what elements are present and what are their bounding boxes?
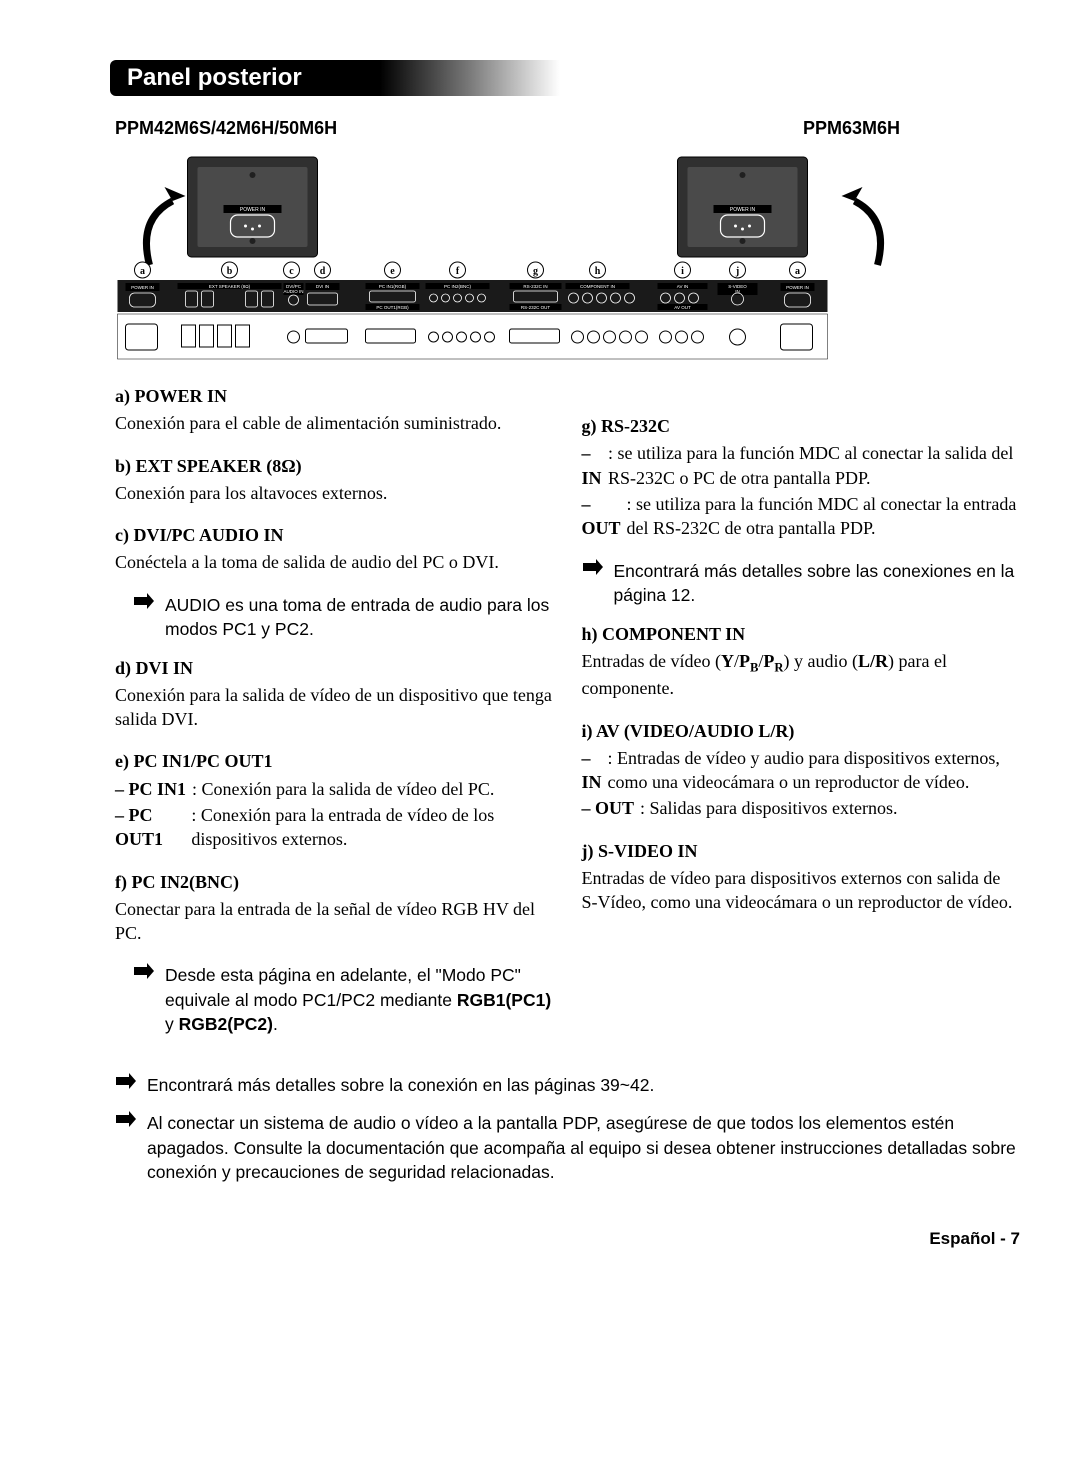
h-lr: L/R [858,651,888,671]
arrow-icon [115,1111,137,1129]
g-in-label: – IN [582,441,603,490]
svg-text:POWER IN: POWER IN [131,285,154,290]
page-number: Español - 7 [115,1227,1020,1251]
model-labels-row: PPM42M6S/42M6H/50M6H PPM63M6H [115,116,1020,141]
item-j-head: j) S-VIDEO IN [582,839,1021,864]
e-out1-text: : Conexión para la entrada de vídeo de l… [191,803,553,852]
item-a-body: Conexión para el cable de alimentación s… [115,411,554,435]
svg-text:POWER IN: POWER IN [730,207,756,213]
model-right-label: PPM63M6H [803,116,1020,141]
h-prs: R [774,660,783,674]
e-in1-text: : Conexión para la salida de vídeo del P… [192,777,494,801]
model-left-label: PPM42M6S/42M6H/50M6H [115,116,337,141]
g-out-text: : se utiliza para la función MDC al cone… [627,492,1020,541]
svg-text:PC IN2(BNC): PC IN2(BNC) [444,284,472,289]
e-out1-label: – PC OUT1 [115,803,185,852]
item-f-body: Conectar para la entrada de la señal de … [115,897,554,946]
note-c: AUDIO es una toma de entrada de audio pa… [133,593,554,642]
svg-text:i: i [681,266,684,277]
i-in-text: : Entradas de vídeo y audio para disposi… [608,746,1020,795]
item-i-body: – IN : Entradas de vídeo y audio para di… [582,746,1021,821]
svg-text:POWER IN: POWER IN [786,285,809,290]
svg-text:g: g [533,266,538,277]
item-h-body: Entradas de vídeo (Y/PB/PR) y audio (L/R… [582,649,1021,701]
svg-text:RS-232C OUT: RS-232C OUT [521,305,551,310]
footer-note-1-text: Encontrará más detalles sobre la conexió… [147,1073,654,1098]
item-b-head: b) EXT SPEAKER (8Ω) [115,454,554,479]
h-mid: ) y audio ( [784,651,858,671]
footer-note-2-text: Al conectar un sistema de audio o vídeo … [147,1111,1020,1185]
f-note-post: . [273,1014,278,1034]
arrow-icon [133,593,155,611]
svg-text:PC IN1(RGB): PC IN1(RGB) [379,284,407,289]
left-column: a) POWER IN Conexión para el cable de al… [115,384,554,1051]
footer-notes: Encontrará más detalles sobre la conexió… [115,1073,1020,1185]
note-c-text: AUDIO es una toma de entrada de audio pa… [165,593,554,642]
svg-text:h: h [595,266,601,277]
svg-text:RS-232C IN: RS-232C IN [523,284,547,289]
h-pre: Entradas de vídeo ( [582,651,721,671]
item-b-body: Conexión para los altavoces externos. [115,481,554,505]
svg-text:AV OUT: AV OUT [674,305,691,310]
svg-text:PC OUT1(RGB): PC OUT1(RGB) [376,305,409,310]
svg-text:e: e [390,266,395,277]
item-g-body: – IN : se utiliza para la función MDC al… [582,441,1021,540]
i-out-text: : Salidas para dispositivos externos. [640,796,897,820]
right-column: g) RS-232C – IN : se utiliza para la fun… [582,384,1021,1051]
content-columns: a) POWER IN Conexión para el cable de al… [115,384,1020,1051]
i-in-label: – IN [582,746,602,795]
item-j-body: Entradas de vídeo para dispositivos exte… [582,866,1021,915]
i-out-label: – OUT [582,796,635,820]
svg-text:d: d [320,266,326,277]
h-pr: P [763,651,774,671]
e-in1-label: – PC IN1 [115,777,186,801]
arrow-icon [115,1073,137,1091]
svg-text:a: a [795,266,800,277]
rear-panel-diagram: POWER IN POWER IN [115,149,1020,364]
item-f-head: f) PC IN2(BNC) [115,870,554,895]
note-g-text: Encontrará más detalles sobre las conexi… [614,559,1021,608]
f-note-b1: RGB1(PC1) [457,990,551,1010]
item-e-body: – PC IN1 : Conexión para la salida de ví… [115,777,554,852]
section-title: Panel posterior [115,60,565,96]
footer-note-1: Encontrará más detalles sobre la conexió… [115,1073,1020,1098]
arrow-icon [582,559,604,577]
svg-text:COMPONENT IN: COMPONENT IN [580,284,615,289]
g-in-text: : se utiliza para la función MDC al cone… [608,441,1020,490]
svg-text:a: a [140,266,145,277]
svg-text:c: c [289,266,294,277]
svg-text:AUDIO IN: AUDIO IN [283,289,303,294]
item-e-head: e) PC IN1/PC OUT1 [115,749,554,774]
g-out-label: – OUT [582,492,621,541]
item-i-head: i) AV (VIDEO/AUDIO L/R) [582,719,1021,744]
item-h-head: h) COMPONENT IN [582,622,1021,647]
note-g: Encontrará más detalles sobre las conexi… [582,559,1021,608]
note-f: Desde esta página en adelante, el "Modo … [133,963,554,1037]
section-header: Panel posterior [115,60,565,96]
item-c-head: c) DVI/PC AUDIO IN [115,523,554,548]
f-note-b2: RGB2(PC2) [179,1014,273,1034]
svg-text:DVI IN: DVI IN [316,284,329,289]
h-pb: P [739,651,750,671]
footer-note-2: Al conectar un sistema de audio o vídeo … [115,1111,1020,1185]
item-c-body: Conéctela a la toma de salida de audio d… [115,550,554,574]
item-d-head: d) DVI IN [115,656,554,681]
svg-text:j: j [735,266,739,277]
item-d-body: Conexión para la salida de vídeo de un d… [115,683,554,732]
insert-power-label: POWER IN [240,207,266,213]
note-f-text: Desde esta página en adelante, el "Modo … [165,963,554,1037]
svg-text:EXT SPEAKER (8Ω): EXT SPEAKER (8Ω) [209,284,251,289]
svg-text:AV IN: AV IN [677,284,688,289]
svg-text:b: b [227,266,233,277]
f-note-mid: y [165,1014,179,1034]
h-y: Y [721,651,734,671]
arrow-icon [133,963,155,981]
item-a-head: a) POWER IN [115,384,554,409]
item-g-head: g) RS-232C [582,414,1021,439]
